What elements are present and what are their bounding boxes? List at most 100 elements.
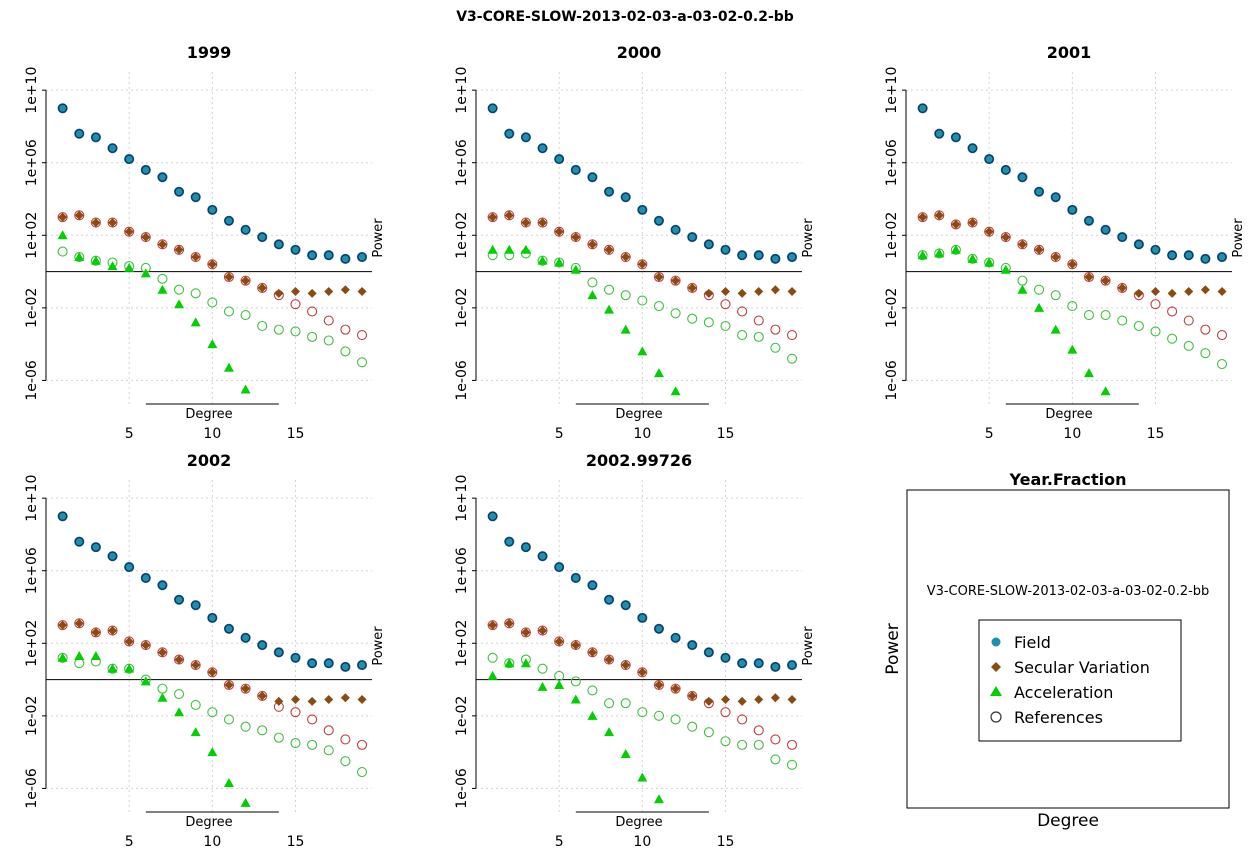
point-field [74, 129, 84, 139]
point-field [521, 542, 531, 552]
point-secular-variation [1217, 287, 1227, 297]
point-secular-variation [737, 288, 747, 298]
point-field [174, 187, 184, 197]
legend-label: Acceleration [1014, 683, 1113, 702]
point-acceleration-reference [290, 326, 301, 337]
point-field [704, 647, 714, 657]
x-axis-label: Degree [185, 407, 232, 422]
point-acceleration [917, 250, 928, 260]
x-tick-label: 10 [633, 834, 651, 850]
point-acceleration [520, 658, 531, 668]
point-field [58, 103, 68, 113]
point-acceleration-reference [587, 277, 598, 288]
point-secular-variation-reference [290, 299, 301, 310]
point-acceleration [950, 244, 961, 254]
point-secular-variation [1150, 287, 1160, 297]
point-acceleration-reference [1117, 315, 1128, 326]
point-secular-variation [91, 218, 101, 228]
point-acceleration [174, 299, 185, 309]
point-field [737, 250, 747, 260]
point-acceleration-reference [753, 331, 764, 342]
point-secular-variation [737, 696, 747, 706]
point-secular-variation [290, 287, 300, 297]
point-field [504, 129, 514, 139]
point-acceleration-reference [703, 727, 714, 738]
point-acceleration [967, 253, 978, 263]
legend-panel-title: Year.Fraction [1008, 470, 1126, 489]
panel-title: 2002 [187, 451, 232, 470]
point-secular-variation [274, 696, 284, 706]
y-tick-label: 1e+06 [454, 547, 470, 594]
point-acceleration [537, 255, 548, 265]
point-secular-variation [224, 272, 234, 282]
legend-symbol-accel [990, 686, 1002, 696]
point-field [307, 250, 317, 260]
point-secular-variation-reference [753, 315, 764, 326]
y-tick-label: 1e-02 [454, 288, 470, 328]
point-secular-variation [637, 667, 647, 677]
point-acceleration [653, 368, 664, 378]
data-points [57, 511, 368, 807]
point-secular-variation [324, 695, 334, 705]
point-field [754, 250, 764, 260]
point-field [340, 254, 350, 264]
point-secular-variation [671, 276, 681, 286]
point-acceleration-reference [290, 738, 301, 749]
point-field [1084, 216, 1094, 226]
point-secular-variation-reference [307, 306, 318, 317]
point-field [141, 573, 151, 583]
y-tick-label: 1e+02 [884, 212, 900, 259]
point-field [554, 562, 564, 572]
y-tick-label: 1e+10 [454, 67, 470, 114]
y-axis-label: Power [801, 626, 816, 666]
point-acceleration-reference [223, 714, 235, 725]
point-field [720, 653, 731, 663]
point-acceleration-reference [356, 357, 368, 368]
point-field [107, 143, 118, 153]
point-acceleration-reference [670, 308, 681, 319]
point-field [504, 537, 514, 547]
point-secular-variation [1034, 245, 1044, 255]
point-secular-variation [720, 287, 730, 297]
x-tick-label: 5 [555, 426, 564, 442]
legend-panel-frame [906, 489, 1230, 809]
point-acceleration [554, 680, 565, 690]
point-acceleration [620, 748, 631, 758]
point-acceleration [223, 777, 234, 787]
point-field [554, 154, 564, 164]
point-field [984, 154, 994, 164]
point-acceleration [637, 346, 648, 356]
point-acceleration-reference [257, 725, 268, 736]
y-tick-label: 1e+06 [24, 139, 40, 186]
x-tick-label: 5 [985, 426, 994, 442]
point-field [670, 225, 681, 235]
point-acceleration-reference [770, 342, 781, 353]
point-secular-variation [787, 695, 797, 705]
point-acceleration-reference [257, 320, 268, 332]
point-secular-variation-reference [323, 315, 334, 326]
y-tick-label: 1e+10 [454, 475, 470, 522]
point-acceleration-reference [720, 320, 731, 332]
point-secular-variation [1134, 288, 1144, 298]
point-acceleration-reference [620, 290, 631, 301]
point-secular-variation-reference [340, 734, 351, 745]
point-secular-variation [141, 232, 151, 242]
point-secular-variation-reference [1167, 306, 1178, 317]
point-secular-variation [357, 287, 367, 297]
point-acceleration-reference [786, 353, 798, 364]
point-field [918, 103, 928, 113]
point-acceleration-reference [174, 284, 185, 295]
point-field [587, 172, 598, 182]
point-secular-variation [307, 288, 317, 298]
y-tick-label: 1e+02 [24, 212, 40, 259]
point-secular-variation [340, 285, 350, 295]
point-acceleration [637, 772, 648, 782]
point-secular-variation [307, 696, 317, 706]
point-secular-variation [124, 636, 134, 646]
point-acceleration [1083, 368, 1094, 378]
x-tick-label: 15 [287, 834, 305, 850]
point-acceleration-reference [323, 745, 334, 756]
point-acceleration-reference [604, 284, 615, 295]
point-secular-variation [141, 640, 151, 650]
point-secular-variation [488, 212, 498, 222]
